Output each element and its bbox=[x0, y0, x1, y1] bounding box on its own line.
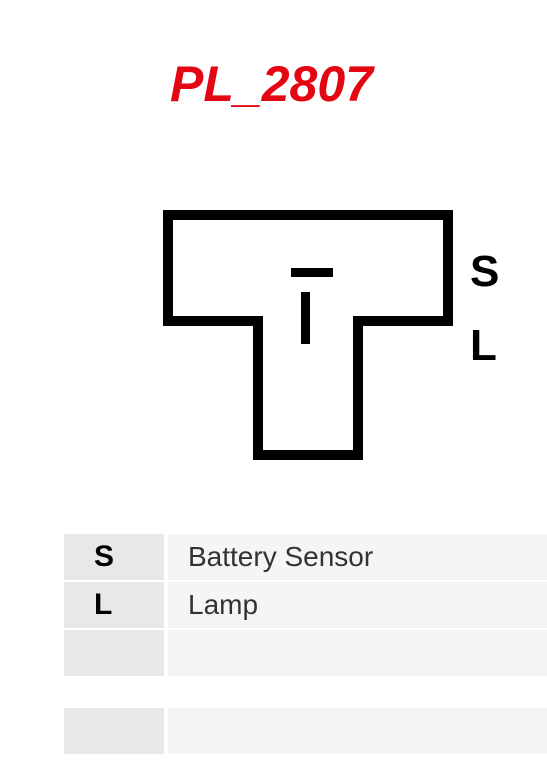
legend-row bbox=[64, 630, 547, 676]
legend-value: Battery Sensor bbox=[168, 534, 547, 580]
part-title: PL_2807 bbox=[170, 55, 373, 113]
legend-row: S Battery Sensor bbox=[64, 534, 547, 580]
legend-row bbox=[64, 708, 547, 754]
pin-label-s: S bbox=[470, 250, 499, 294]
pin-side-labels: S L bbox=[470, 250, 499, 368]
legend-key bbox=[64, 708, 164, 754]
legend-key: L bbox=[64, 582, 164, 628]
legend-value bbox=[168, 708, 547, 754]
legend-value: Lamp bbox=[168, 582, 547, 628]
legend-value bbox=[168, 630, 547, 676]
legend-key bbox=[64, 630, 164, 676]
legend-key: S bbox=[64, 534, 164, 580]
pin-label-l: L bbox=[470, 324, 499, 368]
connector-diagram: S L bbox=[0, 210, 547, 470]
legend-row: L Lamp bbox=[64, 582, 547, 628]
t-connector-shape bbox=[163, 210, 453, 460]
legend-table: S Battery Sensor L Lamp bbox=[64, 534, 547, 756]
